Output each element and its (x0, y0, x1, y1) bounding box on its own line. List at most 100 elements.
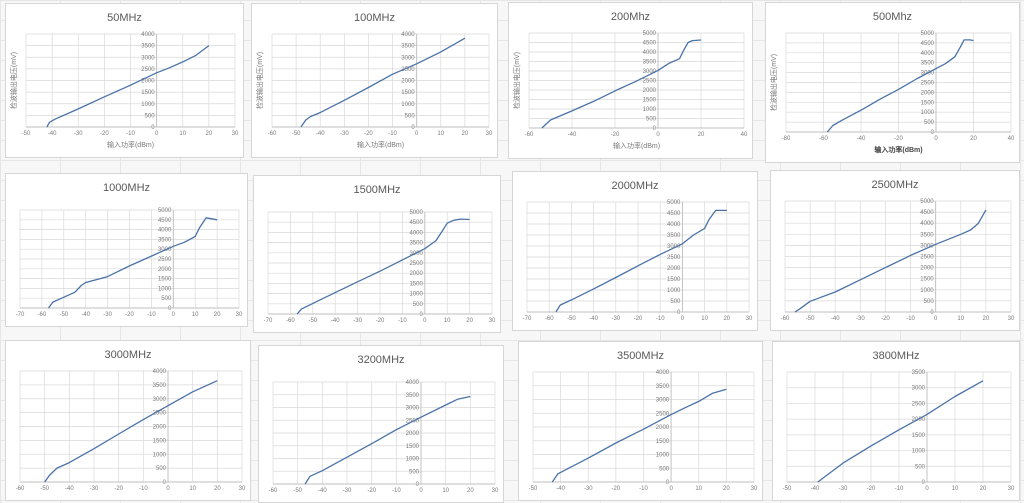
x-tick-label: -40 (81, 312, 90, 318)
x-tick-label: -40 (331, 318, 340, 324)
y-tick-label: 3000 (920, 243, 934, 249)
series-line (555, 209, 727, 313)
chart-title: 3500MHz (617, 350, 664, 362)
x-tick-label: 10 (189, 486, 196, 492)
y-tick-label: 1000 (912, 449, 926, 455)
x-tick-label: 10 (701, 316, 708, 322)
x-tick-label: -10 (139, 486, 148, 492)
y-tick-label: 2500 (158, 257, 172, 263)
x-tick-label: 10 (437, 131, 444, 137)
y-tick-label: 1500 (643, 98, 657, 104)
y-tick-label: 500 (670, 299, 681, 305)
y-tick-label: 4500 (643, 41, 657, 47)
y-tick-label: 1000 (158, 286, 172, 292)
y-tick-label: 2000 (409, 271, 423, 277)
y-tick-label: 4000 (141, 32, 155, 38)
y-tick-label: 4000 (406, 380, 420, 386)
y-tick-label: 2000 (921, 90, 935, 96)
y-tick-label: 2500 (667, 255, 681, 261)
x-tick-label: -30 (353, 318, 362, 324)
chart-1500mhz[interactable]: 1500MHz 0 500 1000 1500 2000 2500 3000 3500 4000 4… (253, 175, 501, 333)
chart-50mhz[interactable]: 50MHz 0 500 1000 1500 2000 2500 3000 3500 4000 -50… (5, 3, 244, 158)
chart-svg: 100MHz 0 500 1000 1500 2000 2500 3000 3500 4000 -6… (255, 12, 493, 149)
chart-2000mhz[interactable]: 2000MHz 0 500 1000 1500 2000 2500 3000 3500 4000 4… (512, 171, 758, 331)
x-tick-label: -20 (100, 131, 109, 137)
y-tick-label: 1500 (406, 444, 420, 450)
y-tick-label: 1000 (141, 102, 155, 108)
y-tick-label: 4000 (643, 50, 657, 56)
x-tick-label: -20 (114, 486, 123, 492)
x-tick-label: 0 (934, 136, 938, 142)
chart-svg: 3200MHz05001000150020002500300035004000-… (269, 354, 499, 494)
y-tick-label: 3000 (406, 406, 420, 412)
y-tick-label: 4000 (656, 370, 670, 376)
x-tick-label: -40 (316, 131, 325, 137)
x-tick-label: 0 (934, 316, 938, 322)
series-line (826, 39, 974, 133)
y-tick-label: 3500 (153, 383, 167, 389)
x-tick-label: -10 (388, 131, 397, 137)
y-tick-label: 0 (151, 125, 155, 131)
y-tick-label: 4500 (920, 210, 934, 216)
y-tick-label: 3000 (667, 244, 681, 250)
y-tick-label: 4500 (409, 220, 423, 226)
y-tick-label: 0 (931, 130, 935, 136)
y-tick-label: 2500 (656, 411, 670, 417)
y-axis-label: 检波输出电压(mV) (512, 52, 521, 109)
x-tick-label: 0 (166, 486, 170, 492)
x-tick-label: 20 (206, 131, 213, 137)
x-tick-label: 30 (751, 486, 758, 492)
x-tick-label: 0 (423, 318, 427, 324)
y-tick-label: 3500 (409, 241, 423, 247)
y-tick-label: 5000 (920, 199, 934, 205)
chart-500mhz[interactable]: 500Mhz 0 500 1000 1500 2000 2500 3000 3500 4000 45… (765, 2, 1020, 163)
x-tick-label: -60 (269, 488, 278, 494)
y-tick-label: 2500 (141, 67, 155, 73)
chart-2500mhz[interactable]: 2500MHz 0 500 1000 1500 2000 2500 3000 3500 4000 4… (770, 170, 1020, 331)
chart-3200mhz[interactable]: 3200MHz 0 500 1000 1500 2000 2500 3000 3500 4000-… (258, 345, 504, 503)
y-tick-label: 3500 (921, 61, 935, 67)
y-tick-label: 4500 (921, 41, 935, 47)
series-line (541, 39, 702, 129)
y-tick-label: 2500 (920, 255, 934, 261)
chart-3500mhz[interactable]: 3500MHz 0 500 1000 1500 2000 2500 3000 3500 4000 -… (518, 341, 763, 501)
y-tick-label: 1500 (920, 277, 934, 283)
y-tick-label: 3000 (141, 55, 155, 61)
chart-svg: 3000MHz 0 500 1000 1500 2000 2500 3000 3500 4000 -… (16, 349, 246, 492)
chart-3800mhz[interactable]: 3800MHz 0 500 1000 1500 2000 2500 3000 3500 -50 -4… (772, 341, 1020, 501)
chart-svg: 500Mhz0500100015002000250030003500400045… (769, 11, 1015, 154)
x-tick-label: -10 (126, 131, 135, 137)
y-axis-label: 检波输出电压(mV) (9, 52, 18, 109)
y-tick-label: 3500 (912, 370, 926, 376)
chart-1000mhz[interactable]: 1000MHz 0 500 1000 1500 2000 2500 3000 3500 4000 4… (5, 173, 248, 327)
x-tick-label: -20 (612, 486, 621, 492)
y-tick-label: 3000 (401, 55, 415, 61)
x-tick-label: 20 (983, 316, 990, 322)
y-tick-label: 3500 (406, 393, 420, 399)
y-tick-label: 3500 (158, 237, 172, 243)
y-tick-label: 0 (168, 306, 172, 312)
y-tick-label: 2000 (912, 417, 926, 423)
y-tick-label: 1000 (920, 288, 934, 294)
y-tick-label: 2000 (920, 266, 934, 272)
chart-200mhz[interactable]: 200Mhz 0 500 1000 1500 2000 2500 3000 3500 4000 45… (508, 2, 753, 159)
x-tick-label: 30 (236, 312, 243, 318)
x-tick-label: 0 (681, 316, 685, 322)
y-tick-label: 4000 (158, 228, 172, 234)
x-tick-label: -20 (867, 486, 876, 492)
x-axis-label: 输入功率(dBm) (613, 141, 660, 150)
x-tick-label: -10 (906, 316, 915, 322)
x-tick-label: 40 (741, 132, 748, 138)
y-tick-label: 0 (416, 482, 420, 488)
chart-100mhz[interactable]: 100MHz 0 500 1000 1500 2000 2500 3000 3500 4000 -6… (251, 3, 498, 158)
y-tick-label: 2000 (141, 79, 155, 85)
x-tick-label: 30 (486, 131, 493, 137)
chart-3000mhz[interactable]: 3000MHz 0 500 1000 1500 2000 2500 3000 3500 4000 -… (5, 340, 251, 501)
x-tick-label: -70 (16, 312, 25, 318)
y-tick-label: 2500 (401, 67, 415, 73)
chart-title: 1000MHz (103, 182, 150, 194)
series-line (46, 45, 210, 128)
y-tick-label: 1500 (656, 439, 670, 445)
y-tick-label: 0 (922, 480, 926, 486)
x-axis-label: 输入功率(dBm) (107, 140, 154, 149)
